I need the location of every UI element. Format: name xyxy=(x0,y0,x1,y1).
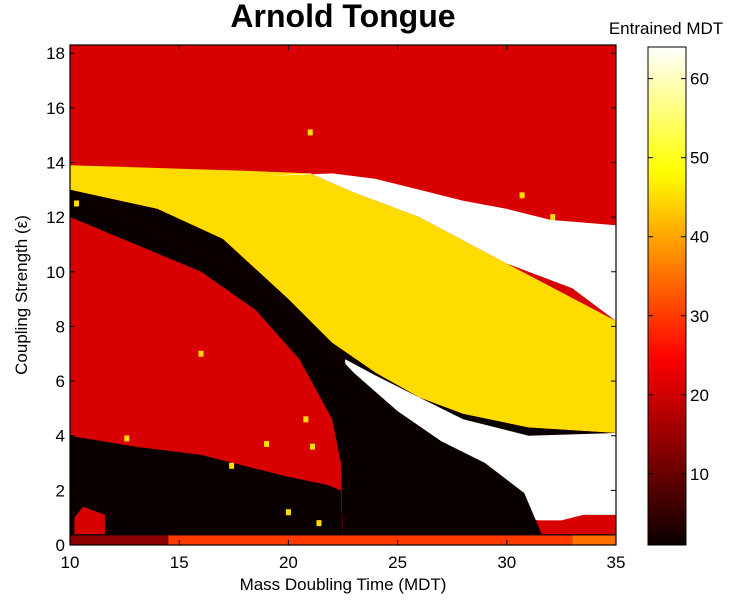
speckle-4 xyxy=(303,416,309,423)
x-tick-label: 35 xyxy=(607,553,626,572)
speckle-6 xyxy=(309,443,315,450)
y-tick-label: 14 xyxy=(46,153,65,172)
plot-frame xyxy=(69,44,617,546)
x-tick-label: 25 xyxy=(388,553,407,572)
colorbar-tick-label: 20 xyxy=(690,386,709,405)
speckle-2 xyxy=(550,214,556,221)
speckle-5 xyxy=(264,440,270,447)
heat-region-2 xyxy=(266,173,616,321)
y-tick-label: 18 xyxy=(46,44,65,63)
heat-strip-left xyxy=(70,535,169,545)
x-tick-label: 30 xyxy=(497,553,516,572)
heat-region-1 xyxy=(70,165,616,433)
colorbar-tick-label: 30 xyxy=(690,307,709,326)
x-axis: 10 15 20 25 30 35 xyxy=(61,45,626,572)
heat-region-4 xyxy=(345,359,616,521)
y-tick-label: 10 xyxy=(46,263,65,282)
heat-region-5 xyxy=(70,203,616,545)
colorbar-tick-label: 10 xyxy=(690,465,709,484)
x-axis-label: Mass Doubling Time (MDT) xyxy=(240,575,447,594)
colorbar-tick-label: 50 xyxy=(690,149,709,168)
speckle-9 xyxy=(285,509,291,516)
colorbar-gradient xyxy=(647,46,687,546)
y-tick-label: 6 xyxy=(56,372,65,391)
colorbar-tick-label: 60 xyxy=(690,70,709,89)
speckle-10 xyxy=(316,520,322,527)
y-tick-label: 12 xyxy=(46,208,65,227)
y-tick-label: 2 xyxy=(56,481,65,500)
y-tick-label: 4 xyxy=(56,427,65,446)
speckle-3 xyxy=(198,350,204,357)
speckle-8 xyxy=(229,462,235,469)
speckle-11 xyxy=(74,200,80,207)
x-tick-label: 20 xyxy=(279,553,298,572)
y-tick-label: 0 xyxy=(56,536,65,555)
y-axis: 0 2 4 6 8 10 12 14 16 18 xyxy=(46,44,616,555)
colorbar: Entrained MDT 10 20 30 40 50 60 xyxy=(609,19,723,546)
y-axis-label: Coupling Strength (ε) xyxy=(12,215,31,375)
heat-region-7 xyxy=(70,217,341,491)
plot-area xyxy=(69,44,617,546)
colorbar-title: Entrained MDT xyxy=(609,19,723,38)
chart-title: Arnold Tongue xyxy=(230,0,455,34)
y-tick-label: 8 xyxy=(56,317,65,336)
x-tick-label: 15 xyxy=(170,553,189,572)
speckle-1 xyxy=(519,192,525,199)
colorbar-tick-label: 40 xyxy=(690,228,709,247)
heat-strip-right xyxy=(572,535,616,545)
x-tick-label: 10 xyxy=(61,553,80,572)
speckle-0 xyxy=(307,129,313,136)
y-tick-label: 16 xyxy=(46,99,65,118)
heat-corner-patch xyxy=(74,506,105,535)
heat-region-8 xyxy=(70,479,343,545)
heat-strip-mid xyxy=(168,535,573,545)
speckle-7 xyxy=(124,435,130,442)
